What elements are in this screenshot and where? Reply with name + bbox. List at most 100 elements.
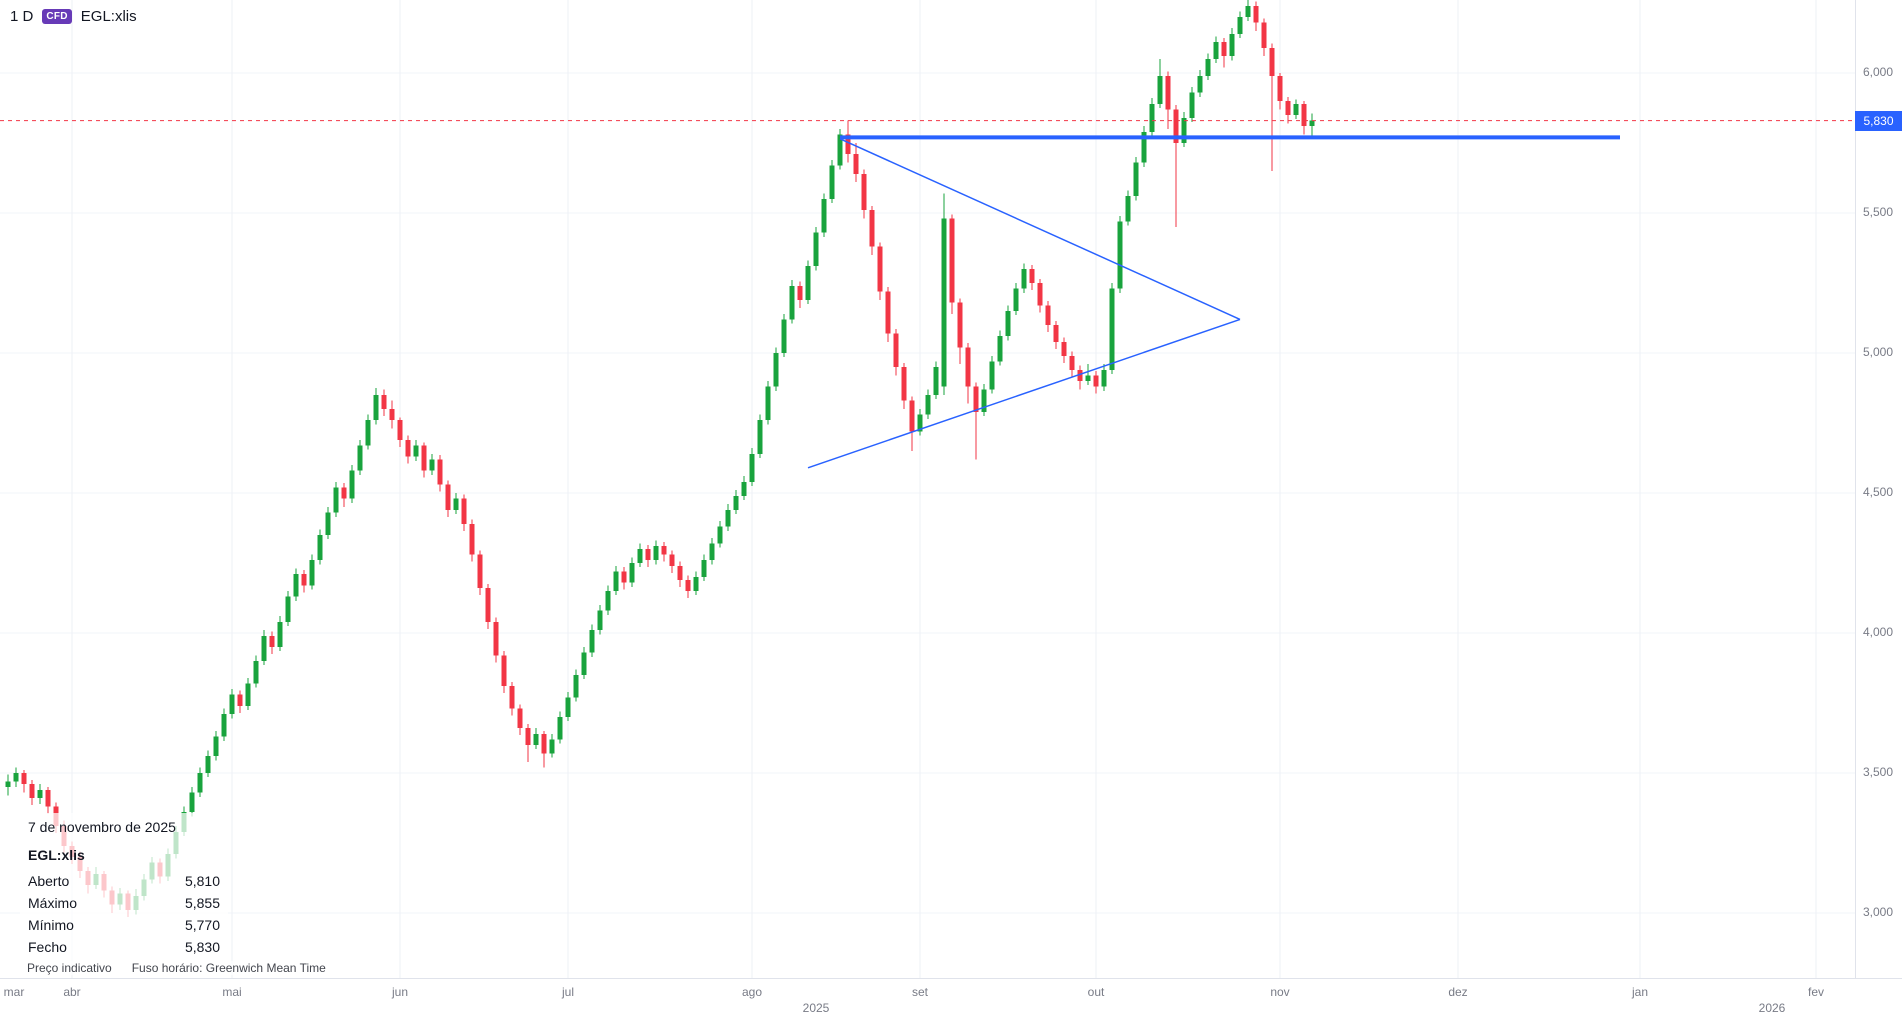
time-axis[interactable]: mar abr mai jun jul ago set out nov dez jan fev 2025… bbox=[0, 978, 1902, 1020]
price-tick-label: 3,000 bbox=[1863, 905, 1894, 919]
candle-body bbox=[557, 717, 563, 740]
price-tick-label: 5,500 bbox=[1863, 204, 1894, 219]
candle-body bbox=[749, 453, 755, 482]
candle-body bbox=[1125, 196, 1131, 222]
candle-body bbox=[869, 210, 875, 247]
candle-body bbox=[901, 366, 907, 401]
candle-body bbox=[357, 445, 363, 471]
candle-body bbox=[1293, 103, 1299, 115]
year-tick-label: 2025 bbox=[802, 1001, 830, 1015]
candle-body bbox=[413, 445, 419, 457]
candle-body bbox=[1221, 42, 1227, 57]
timeframe-label[interactable]: 1 D bbox=[10, 8, 34, 25]
candle-body bbox=[733, 495, 739, 510]
price-tick-label: 4,500 bbox=[1863, 484, 1894, 499]
candle-body bbox=[725, 509, 731, 527]
ohlc-open-value: 5,810 bbox=[184, 873, 220, 889]
candle-body bbox=[1165, 75, 1171, 110]
candle-body bbox=[21, 773, 27, 785]
candle-body bbox=[765, 386, 771, 421]
candle-body bbox=[997, 336, 1003, 362]
month-tick-label: jun bbox=[391, 985, 409, 999]
candle-body bbox=[245, 683, 251, 706]
candle-body bbox=[405, 439, 411, 457]
candle-body bbox=[277, 621, 283, 648]
candle-body bbox=[29, 784, 35, 799]
month-tick-label: mai bbox=[222, 985, 242, 999]
ohlc-panel: 7 de novembro de 2025 EGL:xlis Aberto 5,… bbox=[20, 813, 228, 964]
timezone-note: Fuso horário: Greenwich Mean Time bbox=[131, 961, 326, 975]
candle-body bbox=[1269, 47, 1275, 76]
candle-body bbox=[893, 333, 899, 367]
candle-body bbox=[1013, 288, 1019, 311]
candle-body bbox=[1101, 369, 1107, 387]
month-tick-label: abr bbox=[63, 985, 81, 999]
candle-body bbox=[309, 560, 315, 586]
candle-body bbox=[565, 697, 571, 718]
candle-body bbox=[1133, 162, 1139, 197]
pennant-lower-trendline[interactable] bbox=[807, 318, 1241, 469]
candle-body bbox=[757, 420, 763, 454]
ohlc-low-label: Mínimo bbox=[28, 917, 74, 933]
ohlc-row-close: Fecho 5,830 bbox=[28, 936, 220, 958]
candle-body bbox=[677, 565, 683, 580]
month-tick-label: set bbox=[911, 985, 929, 999]
candle-body bbox=[1173, 109, 1179, 143]
candle-body bbox=[517, 708, 523, 729]
candle-body bbox=[637, 549, 643, 564]
candle-body bbox=[437, 459, 443, 485]
cfd-badge: CFD bbox=[42, 9, 72, 24]
candle-body bbox=[1277, 75, 1283, 101]
candle-body bbox=[261, 635, 267, 662]
candle-body bbox=[973, 386, 979, 412]
candle-body bbox=[333, 487, 339, 513]
candle-body bbox=[493, 621, 499, 656]
candle-body bbox=[957, 302, 963, 348]
candle-body bbox=[613, 571, 619, 592]
month-tick-label: out bbox=[1087, 985, 1105, 999]
candle-body bbox=[805, 266, 811, 300]
candle-body bbox=[621, 571, 627, 583]
candle-body bbox=[541, 733, 547, 754]
candle-body bbox=[741, 481, 747, 496]
candle-body bbox=[269, 635, 275, 648]
candle-body bbox=[189, 792, 195, 813]
candle-body bbox=[981, 389, 987, 412]
candle-body bbox=[629, 563, 635, 583]
price-axis[interactable]: 6,000 5,500 5,000 4,500 4,000 3,500 3,000 bbox=[1855, 0, 1902, 978]
ohlc-low-value: 5,770 bbox=[184, 917, 220, 933]
candle-body bbox=[549, 739, 555, 754]
candle-body bbox=[661, 546, 667, 555]
month-tick-label: jul bbox=[561, 985, 575, 999]
symbol-label[interactable]: EGL:xlis bbox=[80, 8, 137, 25]
candle-body bbox=[1197, 75, 1203, 93]
candle-body bbox=[485, 588, 491, 622]
candle-body bbox=[253, 661, 259, 684]
candle-body bbox=[325, 512, 331, 536]
candle-body bbox=[1261, 22, 1267, 48]
candlestick-chart[interactable] bbox=[0, 0, 1855, 978]
candle-body bbox=[197, 773, 203, 793]
candle-body bbox=[1005, 310, 1011, 337]
price-tick-label: 3,500 bbox=[1863, 765, 1894, 779]
candle-body bbox=[1309, 120, 1315, 127]
candle-body bbox=[301, 574, 307, 586]
candle-body bbox=[1149, 103, 1155, 132]
ohlc-high-value: 5,855 bbox=[184, 895, 220, 911]
candle-body bbox=[989, 361, 995, 390]
candle-body bbox=[933, 366, 939, 395]
candle-body bbox=[461, 498, 467, 524]
candle-body bbox=[429, 459, 435, 471]
candle-body bbox=[213, 736, 219, 757]
ohlc-high-label: Máximo bbox=[28, 895, 78, 911]
candle-body bbox=[293, 574, 299, 597]
month-tick-label: mar bbox=[3, 985, 25, 999]
candle-body bbox=[941, 218, 947, 387]
pennant-upper-trendline[interactable] bbox=[839, 138, 1241, 321]
candle-body bbox=[917, 414, 923, 432]
candle-body bbox=[1285, 100, 1291, 115]
month-tick-label: fev bbox=[1807, 985, 1825, 999]
ohlc-row-low: Mínimo 5,770 bbox=[28, 914, 220, 936]
candle-body bbox=[285, 596, 291, 622]
